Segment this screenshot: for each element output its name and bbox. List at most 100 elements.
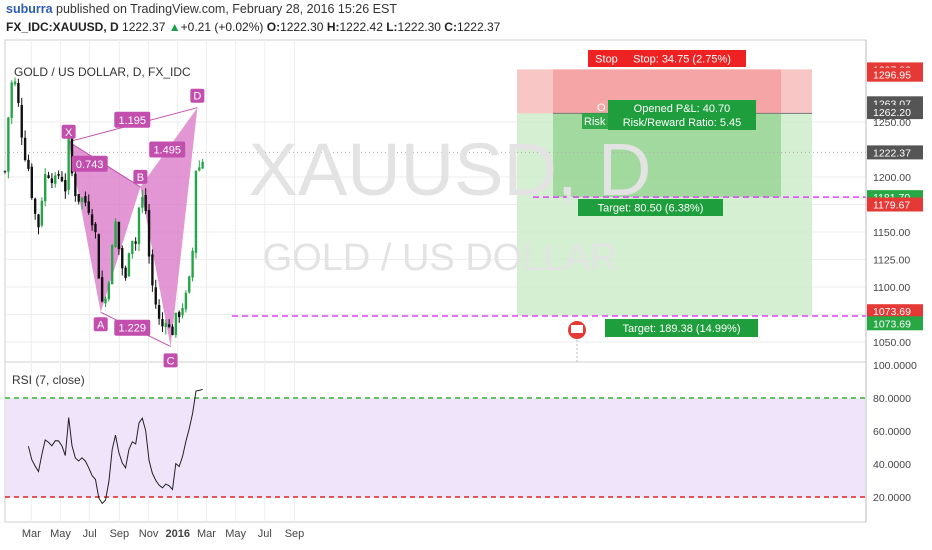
time-label: Mar (197, 528, 216, 540)
ratio-box (114, 319, 151, 336)
stop-label-box (618, 50, 746, 67)
candle-body (67, 135, 70, 190)
ratio-label: 0.743 (76, 159, 104, 171)
candle-body (57, 173, 60, 176)
price-badge (867, 67, 923, 82)
price-badge (867, 105, 923, 120)
event-flag-icon-inner (571, 325, 583, 333)
candle-body (104, 298, 107, 304)
price-tick: 1100.00 (873, 282, 910, 294)
rr-label: Risk/Reward Ratio: 5.45 (623, 117, 742, 129)
time-label: Mar (22, 528, 41, 540)
candle-body (54, 175, 57, 184)
target2-label: Target: 189.38 (14.99%) (622, 323, 740, 335)
time-label: Sep (285, 528, 305, 540)
candle-body (178, 312, 181, 318)
time-label: Jul (258, 528, 272, 540)
xabcd-pattern (68, 107, 198, 347)
target2-label-box (605, 319, 758, 337)
ratio-box (114, 111, 151, 128)
close-value: 1222.37 (456, 20, 501, 34)
risk-tag-box (582, 113, 608, 129)
candle-body (194, 170, 198, 253)
point-x-label: X (65, 127, 73, 139)
candle-body (37, 214, 40, 228)
quote-line: FX_IDC:XAUUSD, D 1222.37 ▲+0.21 (+0.02%)… (6, 20, 500, 34)
candle-body (124, 267, 127, 278)
change-arrow: ▲ (168, 20, 181, 34)
high-label: H: (326, 20, 340, 34)
last-price: 1222.37 (122, 20, 166, 34)
candle-body (13, 81, 17, 85)
price-tick: 1125.00 (873, 255, 910, 267)
publisher-user[interactable]: suburra (6, 2, 53, 16)
time-label: May (225, 528, 246, 540)
rsi-band (6, 398, 865, 497)
candle-body (137, 207, 141, 245)
rsi-tick: 20.0000 (873, 492, 911, 504)
symbol-label: FX_IDC:XAUUSD, D (6, 20, 119, 34)
time-label: May (50, 528, 71, 540)
risk-tag: Risk (584, 116, 606, 128)
candle-body (44, 174, 47, 202)
close-label: C: (444, 20, 457, 34)
candle-body (94, 223, 97, 233)
candles (3, 77, 204, 338)
rsi-tick: 60.0000 (873, 426, 911, 438)
candle-body (7, 117, 10, 172)
pnl-box-box (608, 100, 756, 130)
candle-body (87, 201, 90, 213)
rsi-title: RSI (7, close) (12, 373, 85, 387)
point-d-label: D (193, 91, 201, 103)
high-value: 1222.42 (339, 20, 383, 34)
point-c-box (163, 353, 178, 368)
candle-body (17, 82, 20, 104)
candle-body (174, 312, 178, 335)
price-tick: 1250.00 (873, 117, 911, 129)
candle-body (191, 250, 194, 278)
candle-body (60, 176, 64, 182)
point-a-box (93, 317, 108, 332)
candle-body (201, 161, 204, 169)
candle-body (127, 253, 131, 277)
price-badge-label: 1296.95 (873, 70, 911, 82)
price-badge-label: 1222.37 (873, 147, 911, 159)
pattern-labels: X A B C D 0.743 1.195 1.495 1.229 (61, 88, 205, 368)
stop-tab-label-box (588, 50, 625, 67)
change-value: +0.21 (+0.02%) (180, 20, 264, 34)
point-d-box (190, 88, 205, 103)
candle-body (84, 196, 87, 203)
chart-title: GOLD / US DOLLAR, D, FX_IDC (14, 65, 191, 79)
published-text: published on TradingView.com, February 2… (52, 2, 397, 16)
candle-body (161, 319, 164, 327)
time-label: Jul (83, 528, 97, 540)
candle-body (74, 173, 77, 197)
candle-body (188, 276, 191, 293)
point-b-box (133, 169, 148, 184)
candle-body (184, 292, 188, 310)
point-c-label: C (167, 355, 175, 367)
low-value: 1222.30 (397, 20, 441, 34)
target1-label: Target: 80.50 (6.38%) (598, 203, 704, 215)
rsi-panel (5, 388, 866, 505)
candle-body (147, 210, 151, 257)
price-tick: 1200.00 (873, 172, 911, 184)
candle-body (181, 307, 184, 316)
candle-body (64, 179, 67, 192)
candle-body (23, 137, 27, 161)
price-badge-label: 1179.67 (873, 200, 910, 212)
price-axis[interactable]: 1250.001200.001175.001150.001125.001100.… (865, 40, 923, 522)
price-badge-label: 1262.20 (873, 107, 911, 119)
time-axis[interactable]: Mar May Jul Sep Nov 2016 Mar May Jul Sep (22, 528, 304, 540)
rsi-tick: 40.0000 (873, 459, 911, 471)
price-tick: 1050.00 (873, 337, 911, 349)
ratio-box (71, 155, 108, 172)
price-tick: 1150.00 (873, 227, 910, 239)
ratio-box (149, 141, 186, 158)
price-badge (867, 197, 923, 212)
candle-body (27, 159, 30, 169)
candle-body (154, 287, 157, 305)
price-badge (867, 316, 923, 331)
ratio-label: 1.229 (119, 323, 147, 335)
